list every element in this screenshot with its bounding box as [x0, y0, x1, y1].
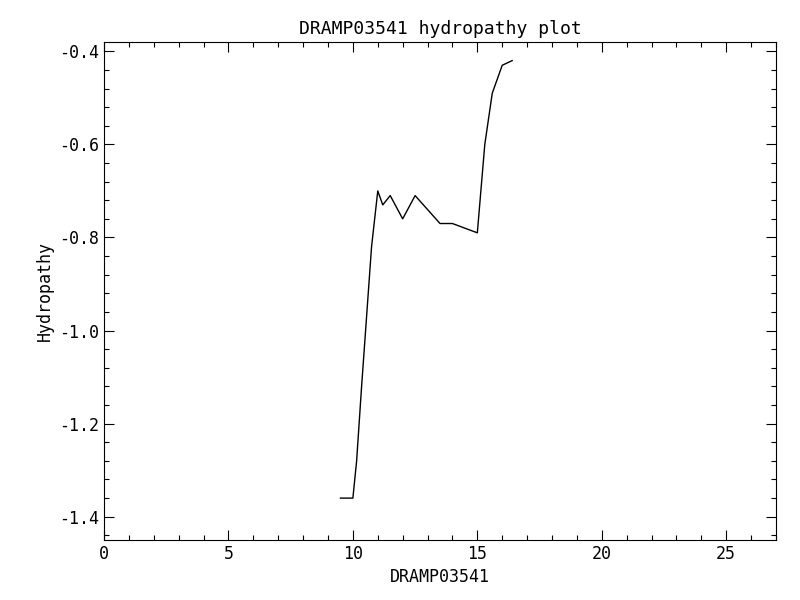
X-axis label: DRAMP03541: DRAMP03541 [390, 568, 490, 586]
Title: DRAMP03541 hydropathy plot: DRAMP03541 hydropathy plot [298, 20, 582, 38]
Y-axis label: Hydropathy: Hydropathy [35, 241, 54, 341]
